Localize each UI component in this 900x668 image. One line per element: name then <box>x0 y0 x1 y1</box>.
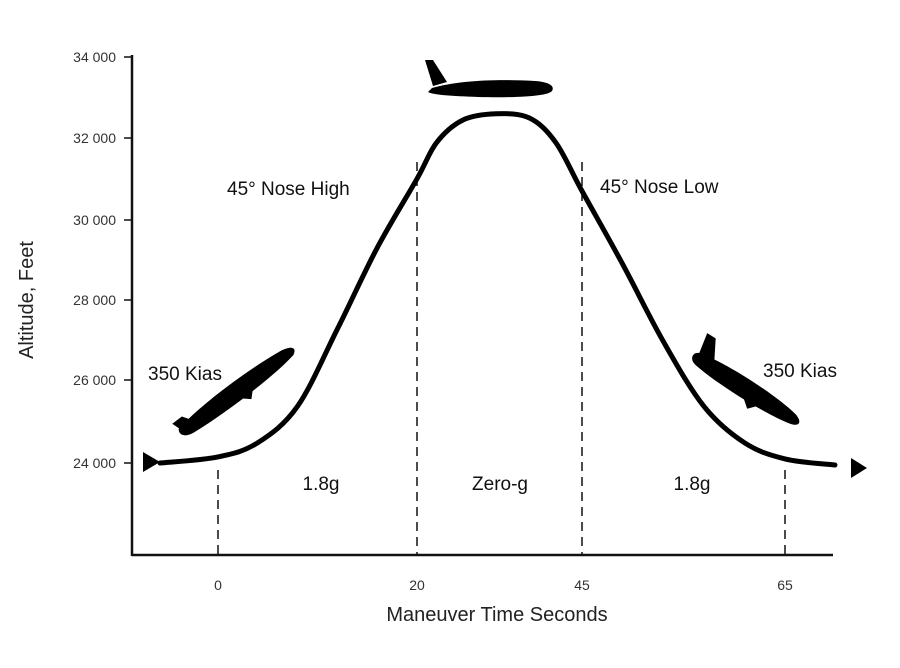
x-tick-label: 20 <box>409 577 425 593</box>
y-ticks: 24 000 26 000 28 000 30 000 32 000 34 00… <box>73 49 132 471</box>
airplane-level-icon <box>425 60 553 98</box>
y-axis-title: Altitude, Feet <box>16 241 38 359</box>
x-tick-label: 65 <box>777 577 793 593</box>
phase-label-2: Zero-g <box>472 474 528 495</box>
annotation-nose-high: 45° Nose High <box>227 179 350 200</box>
phase-label-3: 1.8g <box>674 474 711 495</box>
y-tick-label: 28 000 <box>73 292 116 308</box>
x-axis-title: Maneuver Time Seconds <box>386 604 607 626</box>
x-tick-label: 0 <box>214 577 222 593</box>
phase-label-1: 1.8g <box>303 474 340 495</box>
x-ticks: 0 20 45 65 <box>214 577 793 593</box>
airplane-climb-icon <box>172 347 295 436</box>
airplane-dive-icon <box>692 333 800 425</box>
annotation-kias-right: 350 Kias <box>763 361 837 382</box>
annotation-nose-low: 45° Nose Low <box>600 177 719 198</box>
y-tick-label: 32 000 <box>73 130 116 146</box>
exit-arrow-icon <box>851 458 867 478</box>
y-tick-label: 34 000 <box>73 49 116 65</box>
y-tick-label: 30 000 <box>73 212 116 228</box>
y-tick-label: 24 000 <box>73 455 116 471</box>
annotation-kias-left: 350 Kias <box>148 364 222 385</box>
x-tick-label: 45 <box>574 577 590 593</box>
y-tick-label: 26 000 <box>73 372 116 388</box>
entry-arrow-icon <box>143 452 160 472</box>
flight-profile-line <box>157 111 838 468</box>
